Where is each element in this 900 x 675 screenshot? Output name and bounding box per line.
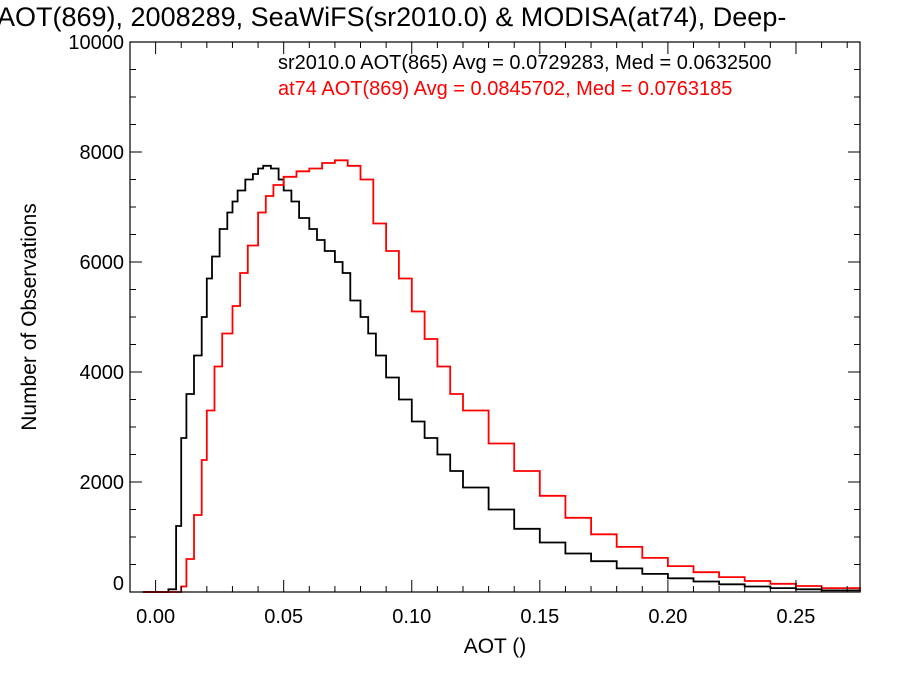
- annotation-sr2010: sr2010.0 AOT(865) Avg = 0.0729283, Med =…: [278, 52, 771, 74]
- tick-layer: 0.00 0.05 0.10 0.15 0.20 0.25 0 2000 4000 6000 800…: [68, 32, 860, 628]
- x-tick-label: 0.00: [136, 606, 175, 628]
- y-axis-label: Number of Observations: [18, 203, 41, 431]
- series-line-0: [142, 164, 861, 593]
- y-tick-label: 0: [113, 573, 124, 595]
- x-tick-label: 0.10: [392, 606, 431, 628]
- annotation-at74: at74 AOT(869) Avg = 0.0845702, Med = 0.0…: [278, 78, 732, 100]
- x-tick-label: 0.25: [776, 606, 815, 628]
- x-axis-label: AOT (): [464, 635, 527, 658]
- series-line-1: [142, 159, 861, 593]
- chart-title: AOT(869), 2008289, SeaWiFS(sr2010.0) & M…: [0, 2, 786, 32]
- y-tick-label: 10000: [68, 32, 124, 54]
- y-tick-label: 4000: [80, 362, 125, 384]
- x-tick-label: 0.15: [520, 606, 559, 628]
- y-tick-label: 8000: [80, 142, 125, 164]
- x-tick-label: 0.05: [264, 606, 303, 628]
- y-tick-label: 6000: [80, 252, 125, 274]
- x-tick-label: 0.20: [648, 606, 687, 628]
- series-layer: [142, 159, 861, 593]
- y-tick-label: 2000: [80, 472, 125, 494]
